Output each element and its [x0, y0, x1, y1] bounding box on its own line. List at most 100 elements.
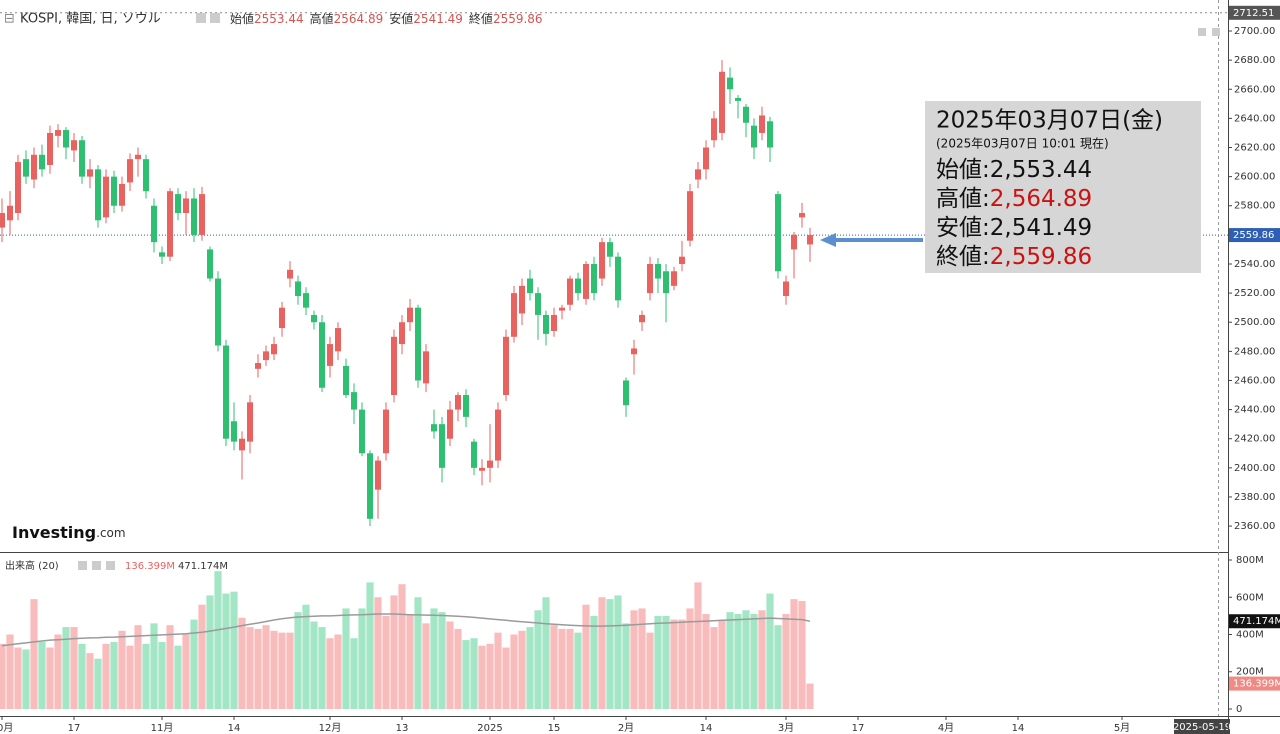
y-tick-label: 2520.00 [1234, 288, 1275, 299]
volume-bar [518, 630, 526, 709]
y-tick-label: 2480.00 [1234, 346, 1275, 357]
legend-value: 2553.44 [254, 12, 304, 26]
candle-body [527, 278, 533, 294]
volume-bar [358, 608, 366, 709]
icon[interactable] [196, 13, 206, 23]
candle-body [559, 307, 565, 311]
x-tick-label: 15 [548, 723, 561, 734]
y-tick-label: 2500.00 [1234, 317, 1275, 328]
candle-body [303, 293, 309, 308]
volume-bar [470, 638, 478, 709]
volume-bar [158, 641, 166, 709]
icon[interactable] [106, 561, 115, 570]
volume-bar [22, 649, 30, 709]
candle-body [631, 348, 637, 355]
volume-bar [622, 623, 630, 709]
icon[interactable] [1198, 28, 1206, 36]
y-tick-label: 2400.00 [1234, 463, 1275, 474]
candle-body [575, 278, 581, 294]
candle-body [215, 278, 221, 346]
volume-bar [590, 615, 598, 709]
icon[interactable] [210, 13, 220, 23]
volume-bar [142, 643, 150, 709]
volume-bar [150, 623, 158, 709]
volume-bar [566, 628, 574, 709]
candle-body [263, 351, 269, 361]
candle-body [511, 293, 517, 337]
candle-body [439, 424, 445, 468]
tooltip-row: 高値:2,564.89 [936, 186, 1092, 212]
top-price-label: 2712.51 [1233, 8, 1274, 19]
icon[interactable] [78, 561, 87, 570]
volume-bar [534, 610, 542, 709]
candle-body [383, 409, 389, 454]
candle-body [47, 132, 53, 165]
candle-body [551, 314, 557, 331]
candle-body [239, 438, 245, 451]
candle-body [591, 263, 597, 294]
x-tick-label: 10月 [0, 722, 13, 734]
volume-bar [478, 645, 486, 709]
volume-bar [238, 617, 246, 709]
volume-bar [118, 630, 126, 709]
y-tick-label: 2420.00 [1234, 434, 1275, 445]
volume-bar [806, 683, 814, 709]
candle-body [759, 115, 765, 133]
volume-bar [790, 599, 798, 709]
volume-bar [774, 625, 782, 709]
candle-body [407, 307, 413, 323]
y-tick-label: 2660.00 [1234, 84, 1275, 95]
candle-body [727, 77, 733, 90]
candle-body [375, 460, 381, 490]
y-tick-label: 2680.00 [1234, 55, 1275, 66]
tooltip-row-value: 2,564.89 [990, 186, 1092, 212]
candle-body [7, 205, 13, 221]
volume-bar [502, 647, 510, 709]
icon[interactable] [1212, 28, 1220, 36]
volume-bar [214, 571, 222, 709]
volume-bar [310, 621, 318, 709]
volume-bar [230, 591, 238, 709]
volume-y-tick-label: 0 [1236, 704, 1242, 715]
legend-value: 2559.86 [493, 12, 543, 26]
volume-bar [758, 610, 766, 709]
candle-body [287, 269, 293, 279]
candle-body [351, 392, 357, 410]
volume-bar [78, 643, 86, 709]
legend-label: 始値 [230, 11, 254, 26]
x-tick-label: 12月 [319, 722, 342, 734]
volume-bar [574, 632, 582, 709]
volume-bar [54, 634, 62, 709]
volume-bar [614, 595, 622, 709]
volume-bar [190, 619, 198, 709]
candle-body [311, 314, 317, 323]
tooltip-box [925, 101, 1201, 273]
candle-body [695, 169, 701, 180]
candle-body [95, 169, 101, 221]
volume-bar [598, 597, 606, 709]
candle-body [223, 345, 229, 439]
candle-body [647, 263, 653, 294]
candle-body [279, 307, 285, 329]
volume-bar [390, 595, 398, 709]
candle-body [39, 154, 45, 170]
icon[interactable] [92, 561, 101, 570]
volume-bar [654, 615, 662, 709]
volume-bar [406, 614, 414, 709]
candle-body [159, 252, 165, 257]
volume-y-tick-label: 600M [1236, 592, 1264, 603]
y-tick-label: 2460.00 [1234, 375, 1275, 386]
candle-body [703, 147, 709, 170]
volume-bar [430, 608, 438, 709]
candle-body [143, 159, 149, 192]
candle-body [623, 380, 629, 406]
volume-ma-box [1229, 614, 1280, 629]
candle-body [479, 467, 485, 471]
volume-bar [798, 600, 806, 709]
candle-body [503, 336, 509, 396]
collapse-icon[interactable]: ⊟ [4, 12, 15, 27]
volume-bar [270, 630, 278, 709]
volume-bar [438, 612, 446, 709]
volume-y-tick-label: 400M [1236, 630, 1264, 641]
volume-bar [710, 627, 718, 709]
